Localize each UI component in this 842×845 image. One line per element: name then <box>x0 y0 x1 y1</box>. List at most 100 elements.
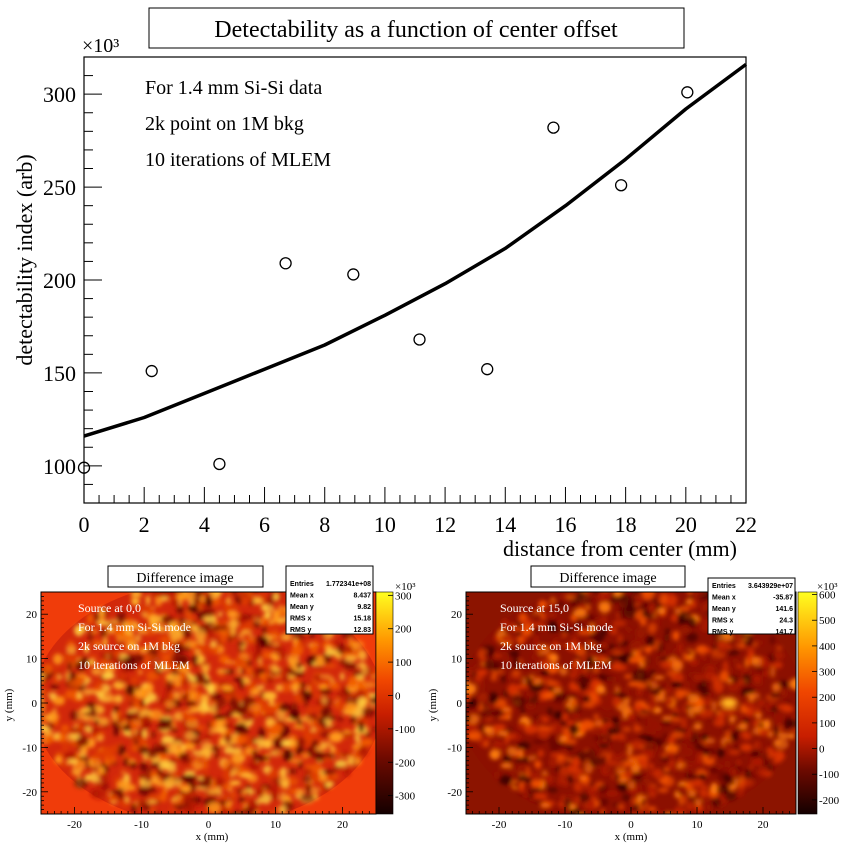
heatmap-left-colorbar-multiplier: ×10³ <box>395 581 416 593</box>
scatter-plot: Detectability as a function of center of… <box>12 7 757 561</box>
heatmap-left-colorbar-ticks: 300 200 100 0 -100 -200 -300 <box>388 590 416 803</box>
stats-label: Mean x <box>712 595 736 602</box>
colorbar-tick-label: 400 <box>819 641 836 653</box>
heatmap-right-title: Difference image <box>559 571 656 586</box>
data-point <box>547 121 560 134</box>
colorbar-tick-label: 300 <box>819 667 836 679</box>
stats-label: Mean x <box>290 593 314 600</box>
top-x-tick-label: 0 <box>79 512 90 537</box>
heatmap-left-texture <box>41 592 376 814</box>
top-y-tick-label: 100 <box>43 454 76 479</box>
top-x-axis-label: distance from center (mm) <box>503 536 737 561</box>
stats-label: Mean y <box>290 604 314 611</box>
stats-value: 141.7 <box>775 629 793 636</box>
colorbar-tick-label: 600 <box>819 590 836 602</box>
data-points <box>77 86 694 474</box>
stats-value: 8.437 <box>353 593 371 600</box>
stats-value: 1.772341e+08 <box>326 581 371 588</box>
heatmap-x-tick-label: 20 <box>758 819 770 831</box>
top-x-tick-label: 12 <box>434 512 456 537</box>
heatmap-x-tick-label: -10 <box>558 819 573 831</box>
heatmap-right-annotation-4: 10 iterations of MLEM <box>500 658 612 672</box>
heatmap-right: Difference image Entries 3.643929e+07 Mean… <box>427 565 840 843</box>
top-annotation-2: 2k point on 1M bkg <box>145 113 304 135</box>
stats-label: Entries <box>290 581 314 588</box>
top-x-tick-label: 18 <box>615 512 637 537</box>
heatmap-right-stats: Entries 3.643929e+07 Mean x -35.87 Mean y 141… <box>707 577 796 636</box>
heatmap-y-tick-label: 20 <box>26 609 38 621</box>
heatmap-left-x-label: x (mm) <box>196 831 229 843</box>
heatmap-x-tick-label: -20 <box>492 819 507 831</box>
top-title-box <box>148 7 685 49</box>
stats-label: RMS x <box>290 616 312 623</box>
heatmap-left-annotation-3: 2k source on 1M bkg <box>78 639 180 653</box>
heatmap-right-texture <box>466 592 796 814</box>
top-y-axis-label: detectability index (arb) <box>12 154 37 365</box>
heatmap-x-tick-label: 10 <box>270 819 282 831</box>
heatmap-right-annotation-2: For 1.4 mm Si-Si mode <box>500 620 613 634</box>
heatmap-left-annotation-2: For 1.4 mm Si-Si mode <box>78 620 191 634</box>
heatmap-y-tick-label: -20 <box>22 787 37 799</box>
top-x-tick-label: 16 <box>554 512 576 537</box>
top-axes: 0 2 4 6 8 10 12 14 16 18 20 22 100 150 200 250 300 <box>43 56 757 537</box>
top-x-tick-label: 14 <box>494 512 516 537</box>
heatmap-y-tick-label: 20 <box>451 609 463 621</box>
stats-label: RMS y <box>290 627 312 634</box>
heatmap-y-tick-label: 10 <box>451 654 463 666</box>
data-point <box>77 461 91 474</box>
heatmap-right-title-box <box>530 565 686 588</box>
heatmap-right-axes: -20 -10 0 10 20 20 10 0 -10 -20 <box>447 591 797 831</box>
top-y-tick-label: 150 <box>43 361 76 386</box>
top-y-tick-label: 300 <box>43 82 76 107</box>
top-x-tick-label: 4 <box>199 512 210 537</box>
top-annotation-3: 10 iterations of MLEM <box>145 149 331 171</box>
heatmap-right-annotation-1: Source at 15,0 <box>500 601 569 615</box>
data-point <box>413 333 426 346</box>
stats-value: 15.18 <box>353 616 371 623</box>
heatmap-x-tick-label: -10 <box>134 819 149 831</box>
heatmap-y-tick-label: -10 <box>22 742 37 754</box>
heatmap-left-colorbar <box>375 591 394 815</box>
top-annotation-1: For 1.4 mm Si-Si data <box>145 77 322 99</box>
colorbar-tick-label: 200 <box>395 624 412 636</box>
colorbar-tick-label: 100 <box>819 718 836 730</box>
top-y-tick-label: 250 <box>43 175 76 200</box>
fit-curve <box>83 62 748 438</box>
top-x-tick-label: 20 <box>675 512 697 537</box>
colorbar-tick-label: -200 <box>395 757 416 769</box>
heatmap-left-y-label: y (mm) <box>3 688 15 721</box>
top-x-tick-label: 8 <box>319 512 330 537</box>
heatmap-y-tick-label: -10 <box>447 742 462 754</box>
data-point <box>681 86 694 99</box>
stats-value: 24.3 <box>779 618 793 625</box>
heatmap-right-colorbar <box>797 591 818 815</box>
heatmap-x-tick-label: -20 <box>67 819 82 831</box>
stats-value: 12.83 <box>353 627 371 634</box>
heatmap-right-colorbar-ticks: 600 500 400 300 200 100 0 -100 -200 <box>812 590 840 807</box>
heatmap-y-tick-label: 0 <box>457 698 463 710</box>
colorbar-tick-label: -200 <box>819 795 840 807</box>
stats-label: RMS x <box>712 618 734 625</box>
data-point <box>145 364 158 378</box>
heatmap-y-tick-label: 10 <box>26 654 38 666</box>
colorbar-tick-label: -100 <box>819 769 840 781</box>
top-title: Detectability as a function of center of… <box>214 17 618 43</box>
heatmap-left-axes: -20 -10 0 10 20 20 10 0 -10 -20 <box>22 591 377 831</box>
stats-label: Mean y <box>712 606 736 613</box>
stats-value: 9.82 <box>357 604 371 611</box>
stats-label: Entries <box>712 583 736 590</box>
heatmap-left-title-box <box>107 565 264 588</box>
heatmap-y-tick-label: 0 <box>32 698 38 710</box>
top-x-tick-label: 6 <box>259 512 270 537</box>
colorbar-tick-label: 100 <box>395 657 412 669</box>
top-x-tick-label: 2 <box>139 512 150 537</box>
colorbar-tick-label: 0 <box>819 744 825 756</box>
colorbar-tick-label: 200 <box>819 692 836 704</box>
heatmap-right-colorbar-multiplier: ×10³ <box>817 581 838 593</box>
heatmap-right-y-label: y (mm) <box>427 688 439 721</box>
colorbar-tick-label: 300 <box>395 590 412 602</box>
colorbar-tick-label: 500 <box>819 615 836 627</box>
top-y-multiplier: ×10³ <box>82 35 119 57</box>
heatmap-y-tick-label: -20 <box>447 787 462 799</box>
